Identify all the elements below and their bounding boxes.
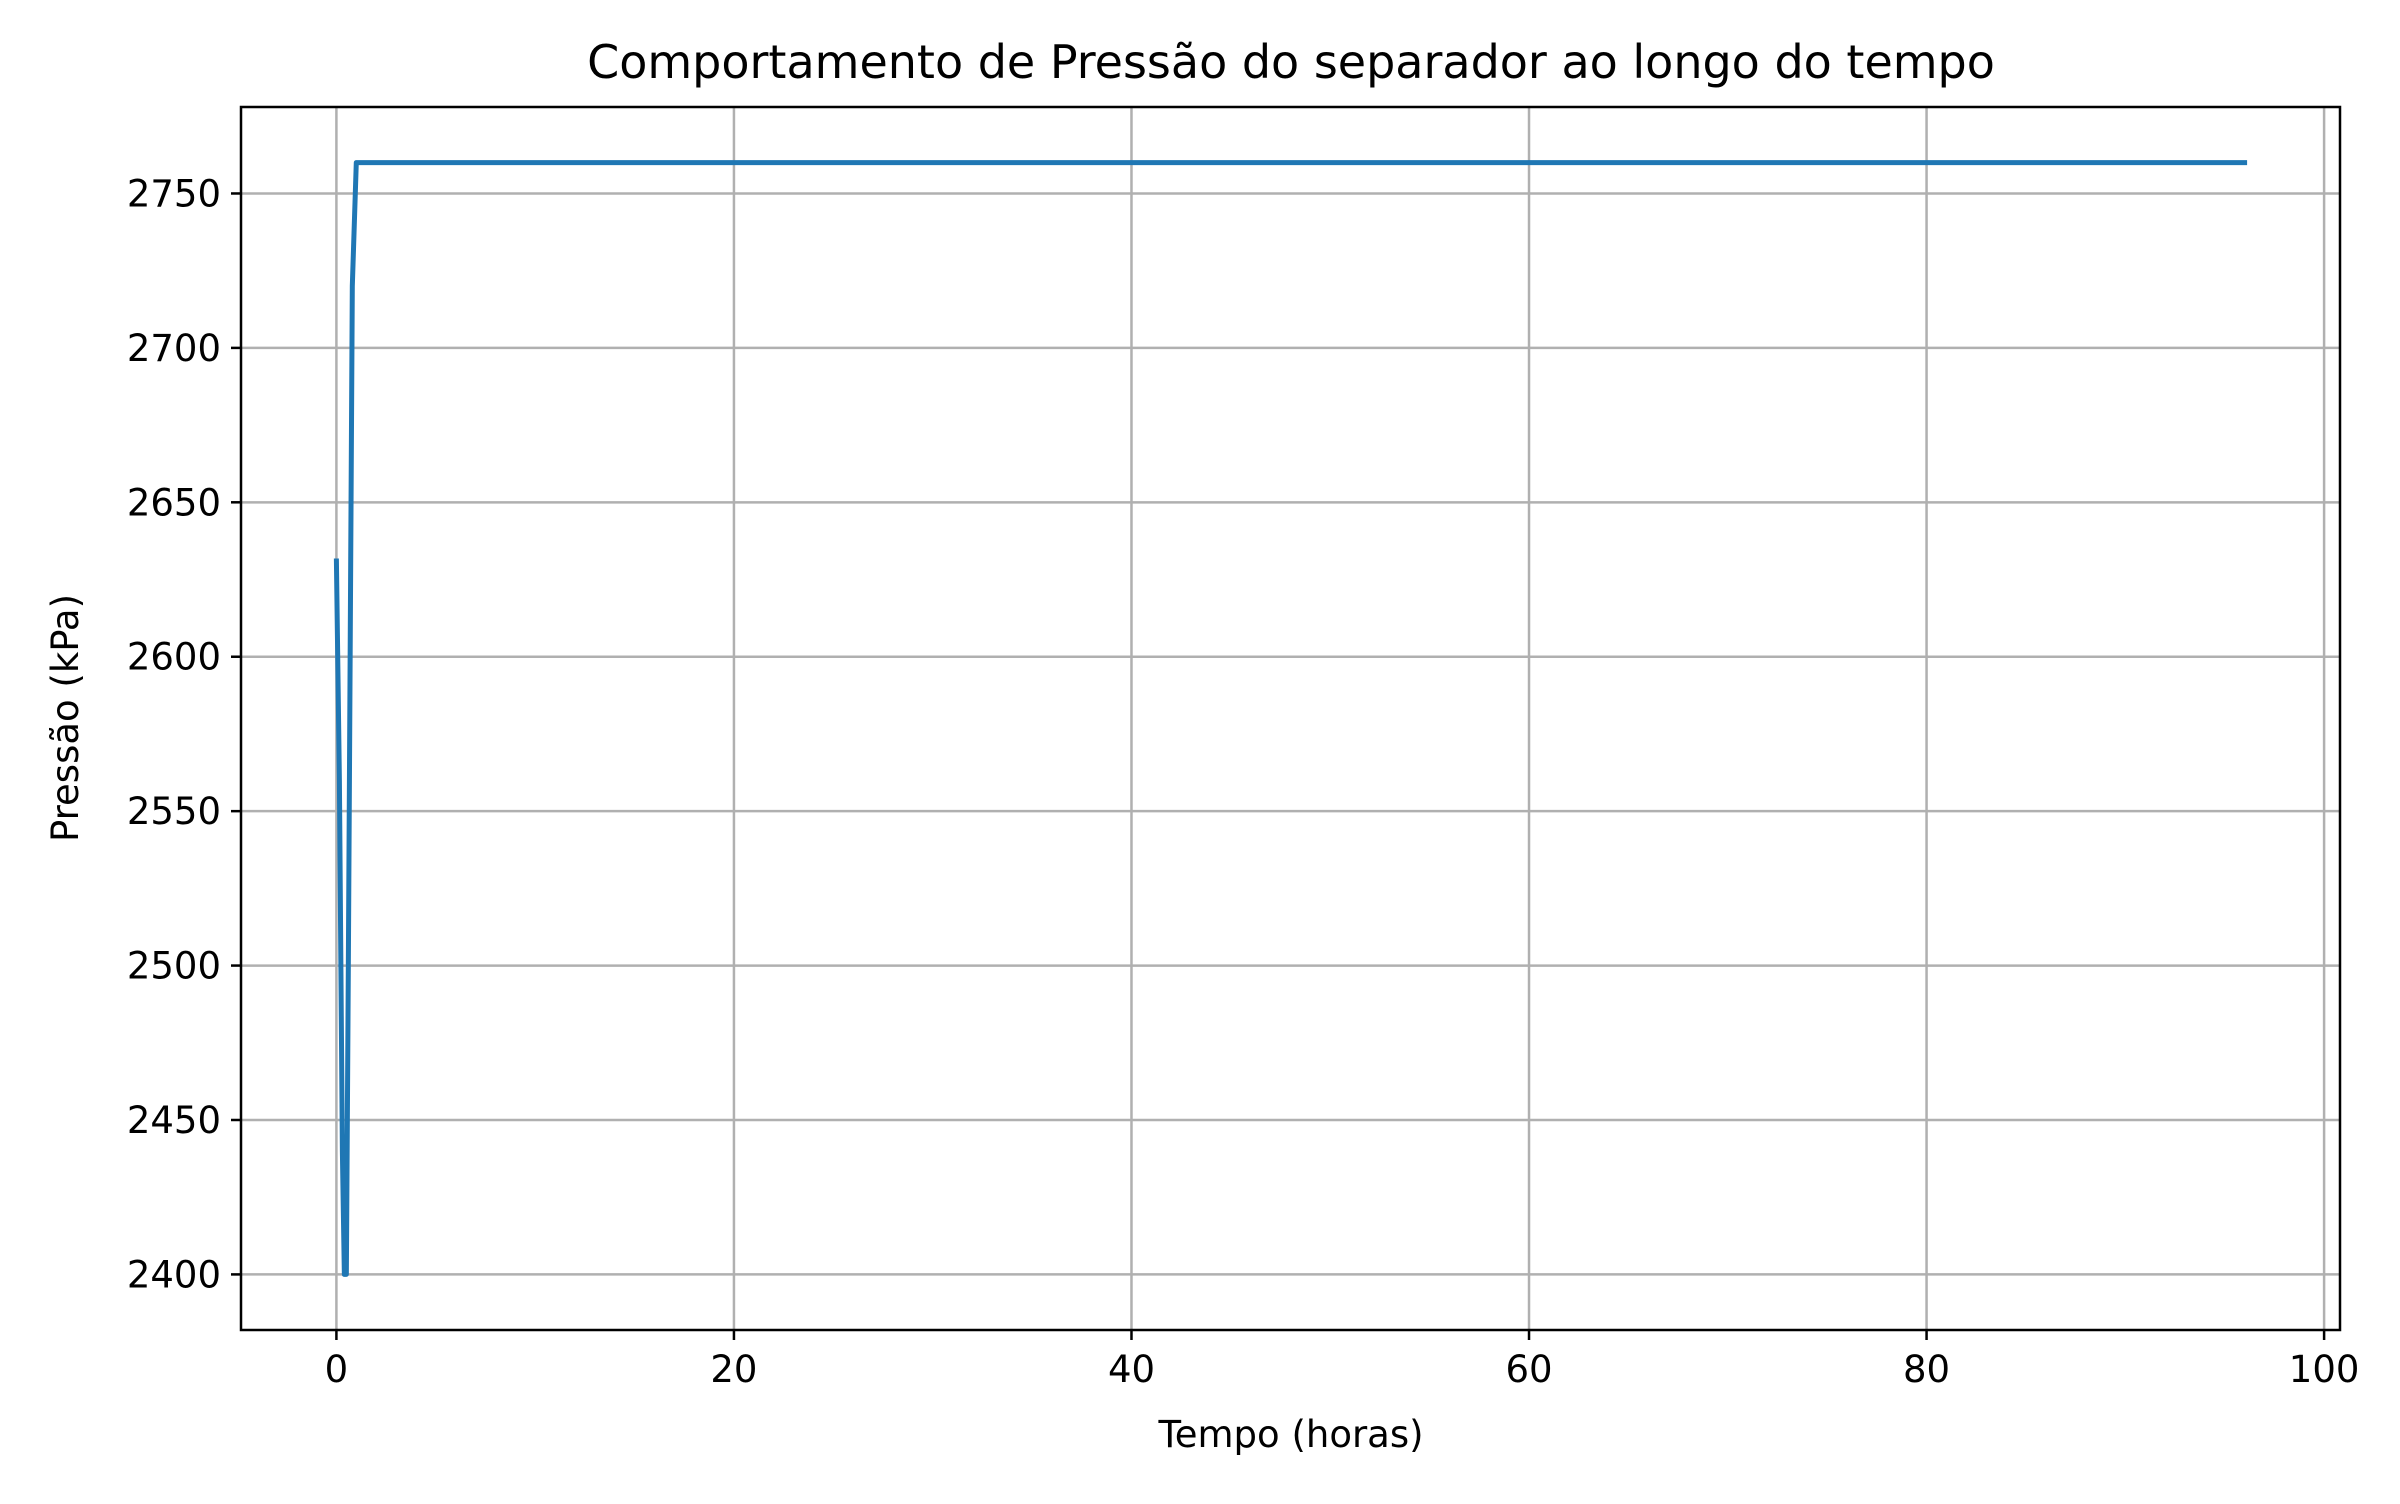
y-axis-ticks: 2400 2450 2500 2550 2600 2650 2700 2750 [127, 172, 241, 1296]
x-tick-label: 20 [710, 1348, 757, 1391]
series-layer [333, 160, 2248, 1277]
x-tick-label: 100 [2289, 1348, 2360, 1391]
y-tick-label: 2550 [127, 790, 221, 833]
plot-frame [239, 105, 2342, 1332]
x-axis-label: Tempo (horas) [1157, 1413, 1423, 1456]
y-tick-label: 2750 [127, 172, 221, 215]
y-tick-label: 2700 [127, 327, 221, 370]
y-tick-label: 2400 [127, 1253, 221, 1296]
y-tick-label: 2600 [127, 636, 221, 679]
x-tick-label: 0 [325, 1348, 349, 1391]
y-tick-label: 2450 [127, 1099, 221, 1142]
x-tick-label: 40 [1108, 1348, 1155, 1391]
x-axis-ticks: 0 20 40 60 80 100 [325, 1330, 2360, 1391]
x-tick-label: 60 [1505, 1348, 1552, 1391]
series-line-0 [333, 160, 2248, 1277]
y-axis-label: Pressão (kPa) [44, 594, 87, 842]
x-tick-label: 80 [1903, 1348, 1950, 1391]
grid-lines [241, 107, 2340, 1330]
chart-title: Comportamento de Pressão do separador ao… [587, 35, 1995, 89]
y-tick-label: 2500 [127, 945, 221, 988]
y-tick-label: 2650 [127, 481, 221, 524]
